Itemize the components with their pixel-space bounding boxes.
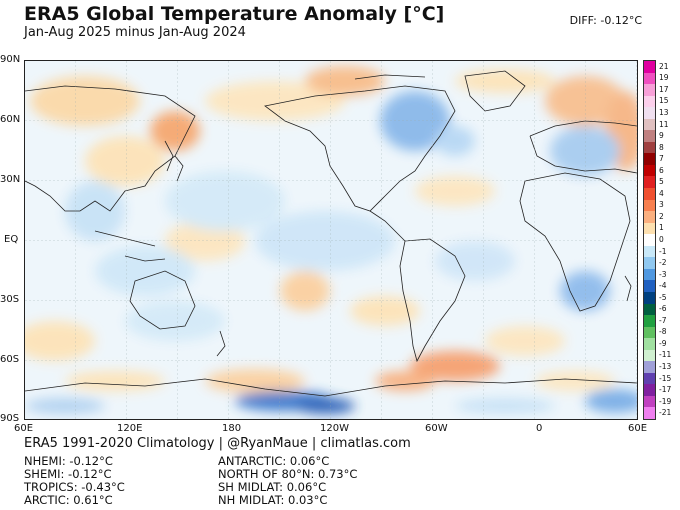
colorbar-label: 9: [659, 131, 664, 141]
colorbar-label: 8: [659, 142, 664, 152]
lat-label-60n: 60N: [0, 114, 21, 125]
colorbar-swatch: [644, 384, 655, 397]
colorbar-swatch: [644, 280, 655, 293]
stat-antarctic: ANTARCTIC: 0.06°C: [218, 454, 330, 468]
lat-label-30n: 30N: [0, 174, 21, 185]
colorbar-label: -17: [659, 385, 672, 395]
colorbar-label: -3: [659, 269, 667, 279]
colorbar-swatch: [644, 164, 655, 177]
anomaly-field: [25, 61, 637, 419]
colorbar-label: -9: [659, 338, 667, 348]
colorbar-label: 3: [659, 200, 664, 210]
colorbar-swatch: [644, 268, 655, 281]
colorbar-label: 0: [659, 235, 664, 244]
lon-label-60w: 60W: [425, 423, 448, 434]
colorbar-label: -15: [659, 373, 672, 383]
colorbar-swatch: [644, 141, 655, 154]
colorbar-swatch: [644, 291, 655, 304]
colorbar-swatch: [644, 222, 655, 235]
colorbar-label: 11: [659, 119, 669, 129]
colorbar-label: -4: [659, 281, 667, 291]
lon-label-60e-right: 60E: [628, 423, 648, 434]
colorbar-swatch: [644, 395, 655, 408]
colorbar-label: -6: [659, 304, 667, 314]
colorbar-swatch: [644, 234, 655, 247]
colorbar-label: 21: [659, 61, 669, 71]
colorbar-swatch: [644, 61, 655, 74]
colorbar: [643, 60, 656, 420]
lat-label-60s: 60S: [0, 354, 20, 365]
stat-tropics: TROPICS: -0.43°C: [24, 480, 125, 494]
colorbar-swatch: [644, 199, 655, 212]
colorbar-swatch: [644, 72, 655, 85]
global-diff: DIFF: -0.12°C: [569, 14, 642, 27]
lon-label-120w: 120W: [320, 423, 349, 434]
lon-label-120e: 120E: [117, 423, 143, 434]
colorbar-label: -11: [659, 350, 672, 360]
colorbar-label: 13: [659, 107, 669, 117]
colorbar-label: -7: [659, 315, 667, 325]
colorbar-swatch: [644, 338, 655, 351]
colorbar-swatch: [644, 84, 655, 97]
colorbar-label: 19: [659, 73, 669, 83]
colorbar-swatch: [644, 257, 655, 270]
lat-label-30s: 30S: [0, 294, 20, 305]
colorbar-label: 17: [659, 84, 669, 94]
stat-arctic: ARCTIC: 0.61°C: [24, 493, 113, 507]
lon-label-60e-left: 60E: [14, 423, 34, 434]
colorbar-label: 7: [659, 154, 664, 164]
map-subtitle: Jan-Aug 2025 minus Jan-Aug 2024: [24, 25, 246, 40]
colorbar-label: -2: [659, 258, 667, 268]
lat-label-90s: 90S: [0, 413, 20, 424]
stat-north80: NORTH OF 80°N: 0.73°C: [218, 467, 358, 481]
colorbar-swatch: [644, 315, 655, 328]
colorbar-swatch: [644, 188, 655, 201]
colorbar-label: -13: [659, 362, 672, 372]
colorbar-swatch: [644, 361, 655, 374]
colorbar-swatch: [644, 349, 655, 362]
colorbar-label: -21: [659, 408, 672, 418]
stat-shmidlat: SH MIDLAT: 0.06°C: [218, 480, 327, 494]
colorbar-swatch: [644, 118, 655, 131]
colorbar-label: 4: [659, 188, 664, 198]
stat-nhmidlat: NH MIDLAT: 0.03°C: [218, 493, 328, 507]
lon-label-0: 0: [536, 423, 543, 434]
colorbar-swatch: [644, 245, 655, 258]
colorbar-swatch: [644, 107, 655, 120]
colorbar-label: -8: [659, 327, 667, 337]
colorbar-label: -5: [659, 292, 667, 302]
colorbar-label: 6: [659, 165, 664, 175]
colorbar-swatch: [644, 130, 655, 143]
colorbar-swatch: [644, 95, 655, 108]
colorbar-swatch: [644, 303, 655, 316]
colorbar-swatch: [644, 153, 655, 166]
colorbar-swatch: [644, 407, 655, 420]
anomaly-map: [24, 60, 638, 420]
colorbar-label: 5: [659, 177, 664, 187]
map-title: ERA5 Global Temperature Anomaly [°C]: [24, 3, 445, 25]
colorbar-swatch: [644, 211, 655, 224]
lat-label-90n: 90N: [0, 54, 21, 65]
colorbar-swatch: [644, 176, 655, 189]
colorbar-label: 1: [659, 223, 664, 233]
colorbar-label: 15: [659, 96, 669, 106]
stat-shemi: SHEMI: -0.12°C: [24, 467, 112, 481]
colorbar-swatch: [644, 372, 655, 385]
colorbar-label: -1: [659, 246, 667, 256]
colorbar-swatch: [644, 326, 655, 339]
climatology-credit: ERA5 1991-2020 Climatology | @RyanMaue |…: [24, 436, 411, 451]
stat-nhemi: NHEMI: -0.12°C: [24, 454, 113, 468]
colorbar-label: 2: [659, 211, 664, 221]
lon-label-180: 180: [222, 423, 242, 434]
colorbar-label: -19: [659, 396, 672, 406]
lat-label-eq: EQ: [4, 234, 19, 245]
